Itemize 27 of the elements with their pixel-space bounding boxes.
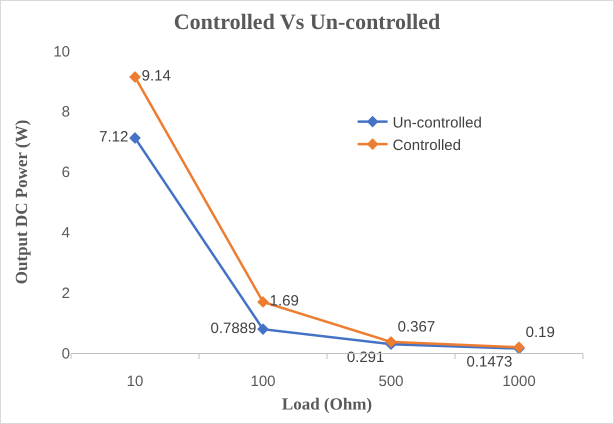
data-label: 0.19 xyxy=(526,324,555,341)
data-label: 0.1473 xyxy=(466,353,512,370)
x-tick-label: 1000 xyxy=(502,373,536,390)
x-axis-title: Load (Ohm) xyxy=(282,394,372,414)
data-label: 7.12 xyxy=(99,128,128,146)
data-label: 0.367 xyxy=(398,318,436,336)
y-tick-label: 6 xyxy=(62,164,70,182)
data-label: 1.69 xyxy=(270,292,299,310)
x-tick-label: 500 xyxy=(378,373,404,390)
point xyxy=(129,132,141,144)
y-tick-label: 4 xyxy=(62,224,70,242)
y-tick-label: 10 xyxy=(53,43,70,60)
y-tick-label: 8 xyxy=(62,104,70,121)
legend-label: Un-controlled xyxy=(392,114,482,132)
y-tick-label: 0 xyxy=(62,345,70,362)
x-tick-label: 100 xyxy=(250,373,276,390)
y-axis-title: Output DC Power (W) xyxy=(12,120,31,284)
legend-label: Controlled xyxy=(392,136,461,154)
x-tick-label: 10 xyxy=(126,373,144,390)
data-label: 0.7889 xyxy=(210,320,256,337)
point xyxy=(257,296,269,308)
data-label: 9.14 xyxy=(142,68,171,85)
point xyxy=(257,323,269,336)
point xyxy=(385,336,397,348)
y-tick-label: 2 xyxy=(62,284,70,302)
point xyxy=(129,71,141,83)
chart-title: Controlled Vs Un-controlled xyxy=(174,9,440,34)
